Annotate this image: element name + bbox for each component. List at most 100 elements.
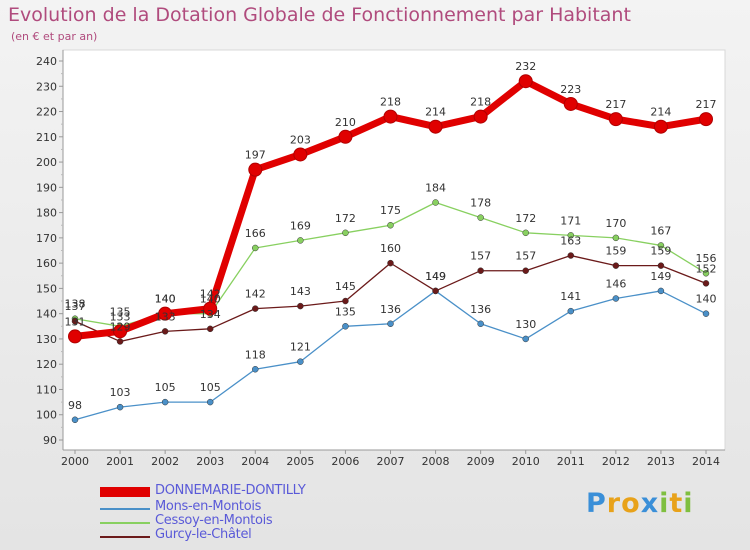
x-tick-label: 2014: [692, 455, 720, 468]
legend-label-gurcy: Gurcy-le-Châtel: [155, 527, 252, 542]
proxiti-logo: Proxiti: [586, 488, 694, 519]
data-label: 232: [515, 60, 536, 73]
y-tick-label: 230: [36, 80, 57, 93]
data-label: 103: [110, 386, 131, 399]
data-point: [342, 229, 349, 237]
data-label: 136: [380, 303, 401, 316]
data-label: 142: [200, 288, 221, 301]
y-tick-label: 110: [36, 383, 57, 396]
data-point: [252, 305, 259, 312]
data-point: [71, 317, 79, 325]
data-label: 130: [515, 318, 536, 331]
data-label: 137: [65, 300, 86, 313]
y-tick-label: 90: [43, 434, 57, 447]
data-label: 140: [696, 293, 717, 306]
data-point: [653, 119, 668, 134]
y-tick-label: 160: [36, 257, 57, 270]
data-point: [113, 324, 128, 339]
data-point: [338, 129, 353, 144]
data-label: 156: [696, 252, 717, 265]
data-point: [612, 262, 620, 269]
data-label: 157: [470, 250, 491, 263]
data-point: [432, 287, 439, 295]
data-label: 118: [245, 348, 266, 361]
data-label: 149: [650, 270, 671, 283]
data-point: [567, 307, 575, 315]
data-point: [387, 320, 394, 328]
data-label: 217: [696, 98, 717, 111]
data-point: [161, 328, 169, 335]
legend-label-mons: Mons-en-Montois: [155, 499, 262, 514]
data-label: 135: [335, 305, 356, 318]
logo-letter: i: [659, 488, 670, 519]
data-point: [522, 267, 529, 274]
data-point: [657, 242, 665, 249]
data-label: 169: [290, 219, 311, 232]
data-point: [522, 229, 529, 237]
x-tick-label: 2011: [557, 455, 585, 468]
logo-letter: t: [669, 488, 684, 519]
data-point: [116, 338, 124, 345]
x-tick-label: 2010: [512, 455, 540, 468]
data-point: [477, 267, 484, 274]
data-point: [477, 214, 484, 221]
y-tick-label: 200: [36, 156, 57, 169]
data-point: [563, 96, 578, 111]
data-point: [161, 398, 169, 406]
data-label: 146: [605, 278, 626, 291]
data-point: [567, 252, 575, 259]
x-tick-label: 2008: [422, 455, 450, 468]
data-label: 218: [470, 96, 491, 109]
y-tick-label: 220: [36, 106, 57, 119]
data-label: 136: [470, 303, 491, 316]
data-label: 184: [425, 181, 446, 194]
data-label: 105: [200, 381, 221, 394]
data-point: [518, 74, 533, 89]
data-label: 149: [425, 270, 446, 283]
data-point: [428, 119, 443, 134]
data-label: 134: [200, 308, 221, 321]
data-point: [158, 306, 173, 321]
x-tick-label: 2000: [61, 455, 89, 468]
data-label: 141: [560, 290, 581, 303]
data-label: 149: [425, 270, 446, 283]
data-point: [657, 287, 665, 295]
data-point: [699, 112, 713, 127]
data-label: 138: [65, 298, 86, 311]
data-point: [342, 323, 349, 330]
data-label: 217: [605, 98, 626, 111]
data-label: 210: [335, 116, 356, 129]
data-point: [297, 302, 304, 310]
data-label: 140: [200, 293, 221, 306]
data-label: 163: [560, 235, 581, 248]
legend-swatch-gurcy: [100, 536, 150, 538]
logo-letter: i: [683, 488, 694, 519]
data-label: 129: [110, 320, 131, 333]
data-point: [206, 398, 214, 406]
legend-label-donnemarie: DONNEMARIE-DONTILLY: [155, 483, 306, 498]
data-label: 140: [155, 293, 176, 306]
data-label: 145: [335, 280, 356, 293]
logo-letter: r: [606, 488, 622, 519]
y-tick-label: 130: [36, 333, 57, 346]
data-label: 197: [245, 149, 266, 162]
y-tick-label: 120: [36, 358, 57, 371]
data-point: [612, 234, 620, 242]
legend-label-cessoy: Cessoy-en-Montois: [155, 513, 273, 528]
data-label: 140: [155, 293, 176, 306]
data-point: [612, 295, 620, 302]
data-label: 218: [380, 96, 401, 109]
data-label: 159: [605, 245, 626, 258]
data-point: [252, 366, 259, 373]
data-label: 166: [245, 227, 266, 240]
data-point: [71, 416, 79, 424]
data-label: 143: [290, 285, 311, 298]
data-point: [657, 262, 665, 269]
data-point: [432, 199, 439, 206]
data-point: [387, 221, 394, 229]
data-label: 98: [68, 399, 82, 412]
data-label: 175: [380, 204, 401, 217]
data-point: [477, 320, 484, 328]
x-tick-label: 2007: [377, 455, 405, 468]
data-point: [522, 335, 529, 343]
